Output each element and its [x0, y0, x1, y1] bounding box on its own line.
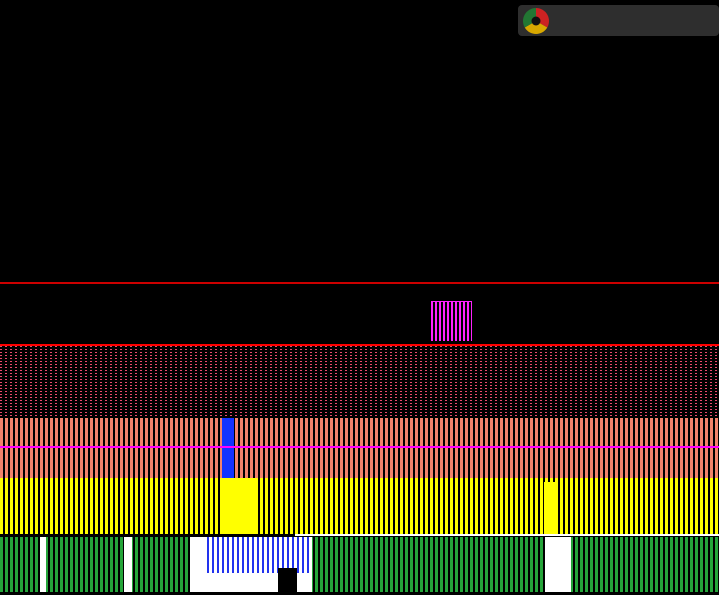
yellow-signal-block	[222, 478, 256, 534]
yellow-signal-block	[544, 482, 557, 534]
zone-low-yellow-stripes	[0, 478, 719, 534]
zone-bottom-green-stripes	[0, 537, 719, 592]
white-highlight-column	[124, 537, 132, 592]
blue-histogram-stripes	[207, 537, 311, 573]
strength-divider-50-line	[0, 446, 719, 448]
high-zone-85-line	[0, 344, 719, 346]
black-gap-patch	[278, 568, 297, 592]
zone-high-dotted-stripes	[0, 346, 719, 418]
white-highlight-column	[545, 537, 571, 592]
zone-mid-salmon-stripes	[0, 418, 719, 478]
low-zone-20-line	[295, 534, 719, 536]
white-highlight-column	[40, 537, 46, 592]
blue-signal-bar	[222, 418, 234, 478]
purple-top-bars	[431, 301, 472, 341]
pane-separator-line	[0, 282, 719, 284]
watermark	[518, 5, 719, 36]
indicator-param-bar[interactable]	[0, 286, 719, 301]
swirl-logo-icon	[523, 7, 550, 34]
